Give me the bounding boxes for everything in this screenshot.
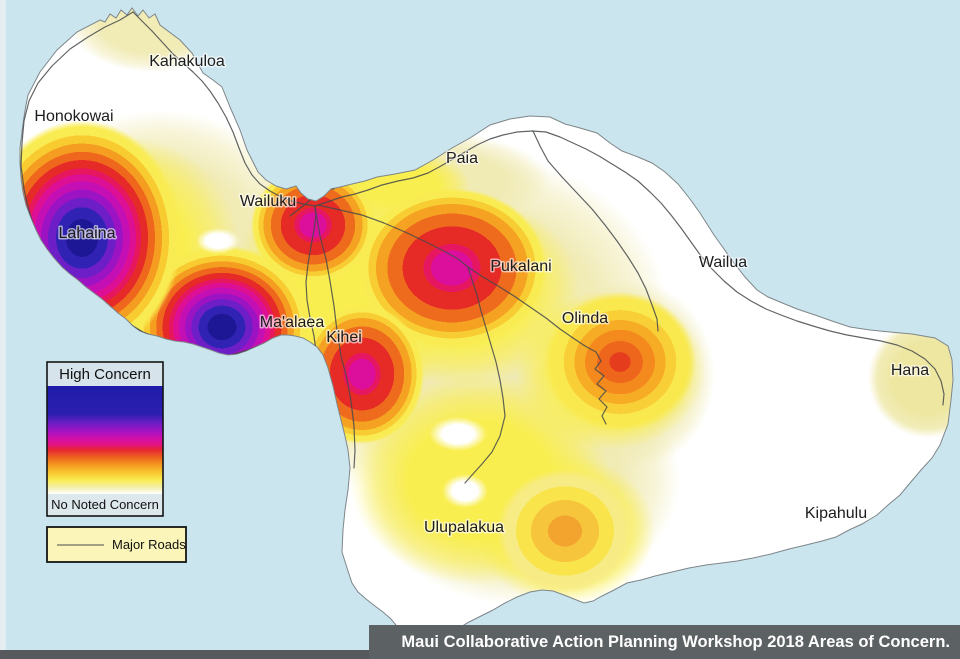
heat-blob-ulupalakua: [497, 469, 633, 593]
no-concern-patch: [442, 474, 488, 508]
legend-border: [46, 361, 164, 517]
road-upcountry-branch: [532, 130, 659, 332]
no-concern-patch: [196, 228, 240, 254]
legend-bottom-strip: [47, 494, 163, 516]
road-hana-highway: [314, 130, 945, 406]
legend-roads-label: Major Roads: [112, 537, 186, 552]
legend-title-strip: [47, 362, 163, 386]
place-label-olinda: Olinda: [562, 310, 608, 327]
left-edge-strip: [0, 0, 6, 650]
heat-blob-pukalani: [357, 188, 547, 348]
place-label-pukalani: Pukalani: [490, 258, 551, 275]
legend-roads: Major Roads: [46, 526, 187, 563]
place-label-paia: Paia: [446, 150, 478, 167]
coastline: [19, 7, 954, 653]
road-kihei: [314, 206, 356, 469]
place-label-hana: Hana: [891, 362, 929, 379]
place-label-kipahulu: Kipahulu: [805, 505, 867, 522]
caption-text: Maui Collaborative Action Planning Works…: [401, 633, 950, 651]
road-maalaea-wailuku: [305, 205, 317, 352]
place-label-lahaina: Lahaina: [59, 225, 116, 242]
place-label-ma-alaea: Ma'alaea: [260, 314, 325, 331]
caption-bar-bg: [369, 625, 960, 659]
legend-title: High Concern: [59, 366, 151, 383]
road-haleakala-kula: [317, 204, 506, 484]
place-label-kihei: Kihei: [326, 329, 362, 346]
place-label-wailuku: Wailuku: [240, 193, 296, 210]
place-label-honokowai: Honokowai: [34, 108, 113, 125]
place-labels: Kahakuloa Honokowai Paia Wailuku Lahaina Puka…: [33, 52, 931, 538]
legend-concern: High Concern No Noted Concern: [46, 361, 164, 517]
place-label-kahakuloa: Kahakuloa: [149, 53, 225, 70]
no-concern-patch: [429, 417, 487, 451]
place-label-wailua: Wailua: [699, 254, 747, 271]
road-kahakuloa-wailuku: [132, 11, 316, 207]
legend-bottom-label: No Noted Concern: [51, 497, 159, 512]
legend-color-ramp: [47, 386, 163, 494]
heat-blob-hana: [868, 318, 953, 438]
place-label-ulupalakua: Ulupalakua: [424, 519, 504, 536]
road-olinda: [467, 266, 608, 425]
caption-bar: Maui Collaborative Action Planning Works…: [369, 625, 960, 659]
